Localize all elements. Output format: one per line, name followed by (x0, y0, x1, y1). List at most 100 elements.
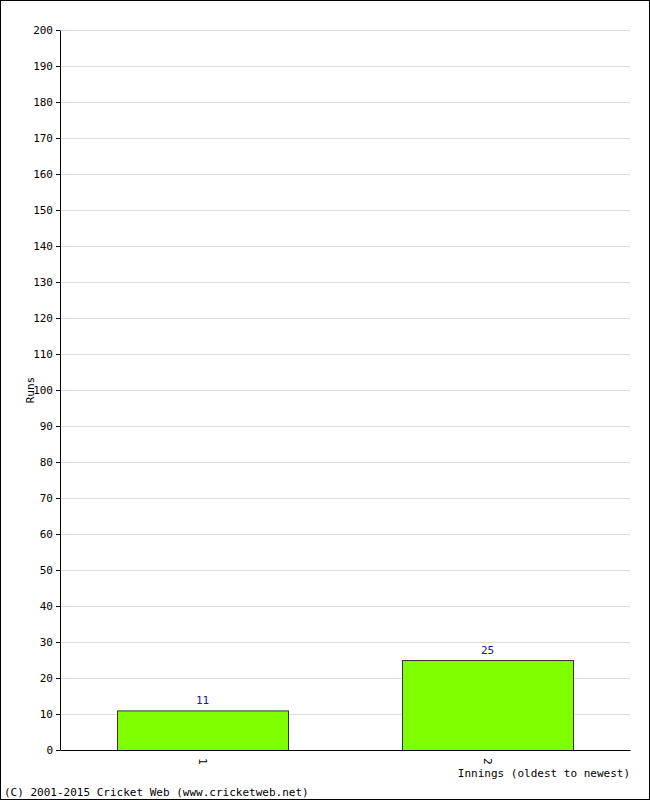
bar (118, 711, 289, 750)
y-tick-label: 190 (33, 60, 53, 73)
y-tick-label: 120 (33, 312, 53, 325)
x-tick-label: 1 (196, 758, 209, 765)
y-tick-mark (56, 102, 60, 103)
frame (1, 1, 650, 800)
y-tick-label: 20 (40, 672, 53, 685)
y-tick-label: 130 (33, 276, 53, 289)
y-tick: 190 (33, 60, 60, 73)
grid-line (60, 138, 630, 139)
y-axis-title: Runs (24, 377, 37, 404)
y-axis-line (60, 31, 61, 751)
y-tick: 170 (33, 132, 60, 145)
y-tick-label: 40 (40, 600, 53, 613)
y-tick-mark (56, 606, 60, 607)
y-tick-mark (56, 750, 60, 751)
bars (118, 661, 574, 751)
grid-line (60, 174, 630, 175)
y-tick-mark (56, 318, 60, 319)
y-tick-mark (56, 426, 60, 427)
grid-line (60, 390, 630, 391)
data-label: 11 (196, 694, 209, 707)
y-tick-label: 0 (46, 744, 53, 757)
grid (60, 31, 630, 751)
grid-line (60, 354, 630, 355)
y-tick-mark (56, 390, 60, 391)
y-tick-mark (56, 246, 60, 247)
grid-line (60, 282, 630, 283)
chart: 11 25 0 10 20 30 40 50 60 70 80 90 100 110 120 130 140 15… (0, 0, 650, 800)
y-tick-label: 110 (33, 348, 53, 361)
y-tick: 30 (40, 636, 60, 649)
y-tick-mark (56, 642, 60, 643)
y-tick-label: 90 (40, 420, 53, 433)
x-tick: 2 (481, 750, 494, 765)
y-tick-label: 70 (40, 492, 53, 505)
y-tick: 120 (33, 312, 60, 325)
grid-line (60, 570, 630, 571)
grid-line (60, 246, 630, 247)
y-tick-label: 60 (40, 528, 53, 541)
y-tick: 200 (33, 24, 60, 37)
x-tick: 1 (196, 750, 209, 765)
y-tick: 150 (33, 204, 60, 217)
y-tick-label: 160 (33, 168, 53, 181)
y-tick: 140 (33, 240, 60, 253)
y-tick-mark (56, 534, 60, 535)
y-tick: 130 (33, 276, 60, 289)
y-tick: 40 (40, 600, 60, 613)
y-tick-mark (56, 678, 60, 679)
plot: 11 25 0 10 20 30 40 50 60 70 80 90 100 110 120 130 140 15… (33, 24, 630, 765)
y-tick-label: 80 (40, 456, 53, 469)
y-tick-label: 50 (40, 564, 53, 577)
y-tick-mark (56, 498, 60, 499)
y-tick-label: 200 (33, 24, 53, 37)
x-axis-line (61, 750, 631, 751)
y-tick-mark (56, 66, 60, 67)
y-tick-label: 150 (33, 204, 53, 217)
grid-line (60, 66, 630, 67)
y-tick: 80 (40, 456, 60, 469)
y-tick: 100 (33, 384, 60, 397)
y-tick: 110 (33, 348, 60, 361)
x-axis-title: Innings (oldest to newest) (458, 767, 630, 780)
y-tick: 50 (40, 564, 60, 577)
y-tick: 60 (40, 528, 60, 541)
y-axis: 0 10 20 30 40 50 60 70 80 90 100 110 120 130 140 150 160… (33, 24, 60, 757)
x-tick-label: 2 (481, 758, 494, 765)
y-tick: 180 (33, 96, 60, 109)
y-tick-mark (56, 354, 60, 355)
y-tick-mark (56, 210, 60, 211)
y-tick-mark (56, 30, 60, 31)
grid-line (60, 498, 630, 499)
y-tick-label: 10 (40, 708, 53, 721)
y-tick: 90 (40, 420, 60, 433)
y-tick-label: 180 (33, 96, 53, 109)
y-tick-mark (56, 138, 60, 139)
y-tick-label: 170 (33, 132, 53, 145)
data-label: 25 (481, 644, 494, 657)
y-tick-mark (56, 714, 60, 715)
y-tick: 70 (40, 492, 60, 505)
grid-line (60, 462, 630, 463)
grid-line (60, 534, 630, 535)
grid-line (60, 210, 630, 211)
y-tick: 10 (40, 708, 60, 721)
annotation: (C) 2001-2015 Cricket Web (www.cricketwe… (4, 786, 309, 799)
grid-line (60, 102, 630, 103)
y-tick: 160 (33, 168, 60, 181)
grid-line (60, 642, 630, 643)
grid-line (60, 750, 630, 751)
x-axis: 12 (61, 750, 631, 765)
y-tick-mark (56, 462, 60, 463)
y-tick-mark (56, 570, 60, 571)
grid-line (60, 318, 630, 319)
y-tick: 0 (46, 744, 60, 757)
y-tick: 20 (40, 672, 60, 685)
y-tick-mark (56, 174, 60, 175)
y-tick-label: 30 (40, 636, 53, 649)
grid-line (60, 606, 630, 607)
grid-line (60, 30, 630, 31)
y-tick-mark (56, 282, 60, 283)
bar (403, 661, 574, 751)
grid-line (60, 426, 630, 427)
